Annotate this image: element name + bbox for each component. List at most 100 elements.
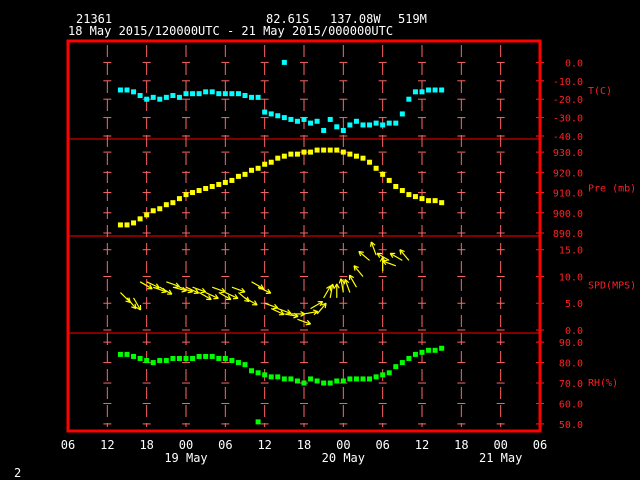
y-tick-label: 910.0 xyxy=(553,189,583,200)
wind-arrow xyxy=(353,265,364,277)
data-point xyxy=(281,59,287,65)
wind-arrow xyxy=(159,286,173,295)
data-point xyxy=(216,181,222,187)
data-point xyxy=(419,349,425,355)
data-point xyxy=(262,161,268,167)
panel-label-humidity: RH(%) xyxy=(588,378,618,389)
data-point xyxy=(262,372,268,378)
data-point xyxy=(183,192,189,198)
series-humidity xyxy=(117,345,445,425)
y-tick-label: -30.0 xyxy=(553,114,583,125)
wind-arrow xyxy=(389,252,403,261)
data-point xyxy=(144,96,150,102)
data-point xyxy=(432,347,438,353)
data-point xyxy=(347,376,353,382)
data-point xyxy=(360,376,366,382)
x-tick-label: 06 xyxy=(61,438,75,452)
data-point xyxy=(393,364,399,370)
x-tick-label: 00 xyxy=(179,438,193,452)
panel-label-wind: SPD(MPS) xyxy=(588,281,636,292)
data-point xyxy=(242,362,248,368)
data-point xyxy=(249,94,255,100)
data-point xyxy=(196,353,202,359)
data-point xyxy=(367,122,373,128)
data-point xyxy=(367,159,373,165)
x-date-label: 19 May xyxy=(164,451,207,465)
data-point xyxy=(242,171,248,177)
wind-arrow xyxy=(376,252,390,261)
data-point xyxy=(209,89,215,95)
station-id: 21361 xyxy=(76,12,112,26)
data-point xyxy=(242,93,248,99)
data-point xyxy=(373,120,379,126)
data-point xyxy=(412,89,418,95)
x-tick-label: 06 xyxy=(533,438,547,452)
wind-arrow xyxy=(166,281,180,288)
data-point xyxy=(176,355,182,361)
data-point xyxy=(314,378,320,384)
data-point xyxy=(124,351,130,357)
wind-arrow xyxy=(399,249,410,261)
data-point xyxy=(308,120,314,126)
y-tick-label: 15.0 xyxy=(559,246,583,257)
y-tick-label: 900.0 xyxy=(553,209,583,220)
data-point xyxy=(334,147,340,153)
data-point xyxy=(163,94,169,100)
series-temperature xyxy=(117,59,445,133)
data-point xyxy=(137,216,143,222)
data-point xyxy=(275,113,281,119)
data-point xyxy=(281,153,287,159)
x-tick-label: 12 xyxy=(100,438,114,452)
wind-arrow xyxy=(369,241,377,256)
data-point xyxy=(340,127,346,133)
data-point xyxy=(288,376,294,382)
data-point xyxy=(229,91,235,97)
data-point xyxy=(144,358,150,364)
wind-arrow xyxy=(139,281,153,290)
data-point xyxy=(439,200,445,206)
data-point xyxy=(255,94,261,100)
data-point xyxy=(203,89,209,95)
y-tick-label: 70.0 xyxy=(559,379,583,390)
panel-label-pressure: Pre (mb) xyxy=(588,184,636,195)
y-tick-label: 90.0 xyxy=(559,338,583,349)
series-layer xyxy=(117,59,445,425)
wind-arrow xyxy=(192,286,207,294)
data-point xyxy=(301,380,307,386)
data-point xyxy=(432,198,438,204)
data-point xyxy=(235,91,241,97)
data-point xyxy=(137,355,143,361)
y-tick-label: 930.0 xyxy=(553,148,583,159)
data-point xyxy=(399,188,405,194)
data-point xyxy=(255,419,261,425)
data-point xyxy=(170,93,176,99)
data-point xyxy=(144,212,150,218)
x-tick-label: 00 xyxy=(493,438,507,452)
data-point xyxy=(380,171,386,177)
wind-arrow xyxy=(264,302,279,310)
data-point xyxy=(301,116,307,122)
wind-arrow xyxy=(329,283,335,298)
data-point xyxy=(268,159,274,165)
x-tick-label: 12 xyxy=(415,438,429,452)
data-point xyxy=(288,151,294,157)
y-tick-label: 10.0 xyxy=(559,272,583,283)
data-point xyxy=(426,87,432,93)
data-point xyxy=(150,94,156,100)
data-point xyxy=(190,355,196,361)
data-point xyxy=(222,179,228,185)
y-tick-label: -10.0 xyxy=(553,77,583,88)
y-tick-label: 890.0 xyxy=(553,229,583,240)
data-point xyxy=(209,353,215,359)
data-point xyxy=(360,122,366,128)
data-point xyxy=(216,91,222,97)
data-point xyxy=(196,188,202,194)
wind-arrow xyxy=(257,286,272,295)
data-point xyxy=(131,89,137,95)
wind-arrow xyxy=(348,274,357,288)
data-point xyxy=(275,155,281,161)
data-point xyxy=(249,167,255,173)
data-point xyxy=(439,87,445,93)
data-point xyxy=(163,358,169,364)
